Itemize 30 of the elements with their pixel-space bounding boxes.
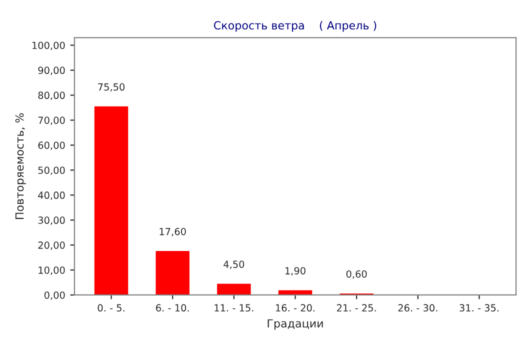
x-axis-title: Градации <box>268 319 323 330</box>
y-tick-label: 50,00 <box>38 166 65 175</box>
x-tick-label: 21. - 25. <box>336 304 376 312</box>
y-tick-label: 60,00 <box>38 142 65 150</box>
y-tick-label: 40,00 <box>38 192 65 200</box>
y-tick-label: 20,00 <box>38 242 65 250</box>
y-tick-label: 100,00 <box>32 42 65 50</box>
bar <box>156 251 190 295</box>
x-tick-label: 6. - 10. <box>156 304 189 312</box>
x-tick-label: 11. - 15. <box>214 304 254 312</box>
data-label: 1,90 <box>286 267 306 276</box>
y-tick-label: 30,00 <box>38 216 65 225</box>
y-axis-title: Повторяемость, % <box>15 113 26 220</box>
y-tick-label: 0,00 <box>44 291 65 300</box>
bar <box>94 106 128 295</box>
y-tick-label: 90,00 <box>38 66 65 76</box>
data-label: 17,60 <box>160 228 186 236</box>
y-tick-label: 10,00 <box>38 266 65 275</box>
x-tick-label: 31. - 35. <box>460 304 498 312</box>
y-tick-label: 70,00 <box>38 116 65 125</box>
data-label: 4,50 <box>224 260 244 269</box>
x-tick-label: 0. - 5. <box>98 304 124 312</box>
chart-title: Скорость ветра ( Апрель ) <box>214 20 376 32</box>
x-tick-label: 26. - 30. <box>398 304 438 312</box>
x-tick-label: 16. - 20. <box>276 304 315 312</box>
data-label: 75,50 <box>98 83 125 92</box>
y-tick-label: 80,00 <box>38 92 65 100</box>
bar <box>217 284 251 295</box>
bar <box>278 290 312 295</box>
data-label: 0,60 <box>346 270 367 279</box>
